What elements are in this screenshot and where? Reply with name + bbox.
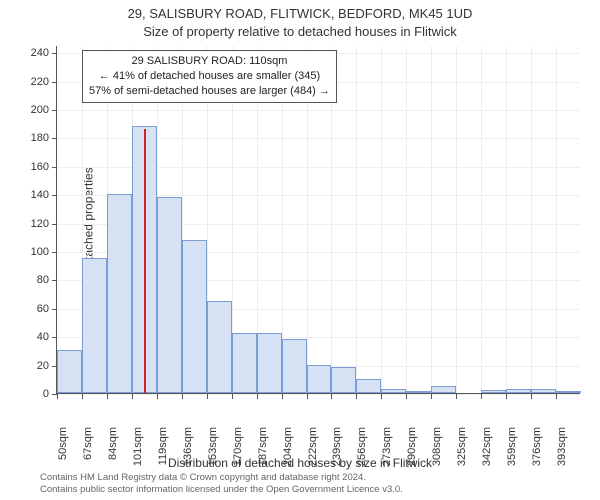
x-tick-mark: [531, 394, 532, 399]
histogram-bar: [232, 333, 257, 393]
x-tick-mark: [506, 394, 507, 399]
x-tick-mark: [556, 394, 557, 399]
x-tick-mark: [207, 394, 208, 399]
x-tick-mark: [406, 394, 407, 399]
histogram-bar: [57, 350, 82, 393]
x-tick-mark: [481, 394, 482, 399]
annotation-line3: 57% of semi-detached houses are larger (…: [89, 84, 330, 99]
y-tick-label: 160: [17, 161, 49, 173]
x-tick-mark: [381, 394, 382, 399]
histogram-bar: [481, 390, 506, 393]
chart-title-line2: Size of property relative to detached ho…: [0, 24, 600, 39]
y-tick-mark: [52, 82, 57, 83]
histogram-bar: [381, 389, 406, 393]
chart-container: 29, SALISBURY ROAD, FLITWICK, BEDFORD, M…: [0, 0, 600, 500]
gridline-horizontal: [57, 110, 580, 111]
y-tick-mark: [52, 110, 57, 111]
y-tick-mark: [52, 53, 57, 54]
y-tick-label: 40: [17, 331, 49, 343]
gridline-vertical: [456, 46, 457, 393]
copyright-line2: Contains public sector information licen…: [40, 484, 590, 496]
x-tick-mark: [132, 394, 133, 399]
y-tick-label: 180: [17, 132, 49, 144]
histogram-bar: [406, 391, 431, 393]
gridline-vertical: [356, 46, 357, 393]
y-tick-label: 120: [17, 218, 49, 230]
histogram-bar: [307, 365, 332, 393]
y-tick-label: 140: [17, 189, 49, 201]
annotation-line2: ← 41% of detached houses are smaller (34…: [89, 69, 330, 84]
y-tick-mark: [52, 195, 57, 196]
copyright-text: Contains HM Land Registry data © Crown c…: [40, 472, 590, 496]
chart-title-line1: 29, SALISBURY ROAD, FLITWICK, BEDFORD, M…: [0, 6, 600, 21]
x-tick-mark: [82, 394, 83, 399]
histogram-bar: [207, 301, 232, 393]
y-tick-mark: [52, 252, 57, 253]
x-tick-mark: [182, 394, 183, 399]
annotation-line1: 29 SALISBURY ROAD: 110sqm: [89, 54, 330, 69]
annotation-box: 29 SALISBURY ROAD: 110sqm← 41% of detach…: [82, 50, 337, 103]
histogram-bar: [182, 240, 207, 393]
y-tick-label: 200: [17, 104, 49, 116]
histogram-bar: [356, 379, 381, 393]
histogram-bar: [556, 391, 581, 393]
copyright-line1: Contains HM Land Registry data © Crown c…: [40, 472, 590, 484]
x-tick-mark: [157, 394, 158, 399]
y-tick-label: 80: [17, 274, 49, 286]
histogram-bar: [257, 333, 282, 393]
gridline-vertical: [531, 46, 532, 393]
y-tick-mark: [52, 337, 57, 338]
x-tick-mark: [232, 394, 233, 399]
gridline-vertical: [431, 46, 432, 393]
gridline-vertical: [406, 46, 407, 393]
property-marker-line: [144, 129, 146, 393]
histogram-bar: [431, 386, 456, 393]
y-tick-label: 100: [17, 246, 49, 258]
x-tick-mark: [331, 394, 332, 399]
histogram-bar: [157, 197, 182, 393]
x-tick-mark: [356, 394, 357, 399]
y-tick-label: 240: [17, 47, 49, 59]
x-tick-mark: [456, 394, 457, 399]
x-tick-mark: [431, 394, 432, 399]
x-tick-mark: [107, 394, 108, 399]
x-tick-mark: [257, 394, 258, 399]
x-tick-mark: [57, 394, 58, 399]
gridline-vertical: [481, 46, 482, 393]
gridline-vertical: [381, 46, 382, 393]
y-tick-label: 60: [17, 303, 49, 315]
gridline-vertical: [556, 46, 557, 393]
gridline-horizontal: [57, 394, 580, 395]
histogram-bar: [331, 367, 356, 393]
histogram-bar: [107, 194, 132, 393]
histogram-bar: [282, 339, 307, 393]
histogram-bar: [506, 389, 531, 393]
y-tick-label: 0: [17, 388, 49, 400]
x-axis-label: Distribution of detached houses by size …: [0, 456, 600, 470]
y-tick-mark: [52, 224, 57, 225]
y-tick-mark: [52, 280, 57, 281]
y-tick-label: 20: [17, 360, 49, 372]
y-tick-label: 220: [17, 76, 49, 88]
x-tick-mark: [307, 394, 308, 399]
histogram-bar: [82, 258, 107, 393]
y-tick-mark: [52, 309, 57, 310]
x-tick-mark: [282, 394, 283, 399]
histogram-bar: [531, 389, 556, 393]
y-tick-mark: [52, 167, 57, 168]
gridline-vertical: [506, 46, 507, 393]
y-tick-mark: [52, 138, 57, 139]
